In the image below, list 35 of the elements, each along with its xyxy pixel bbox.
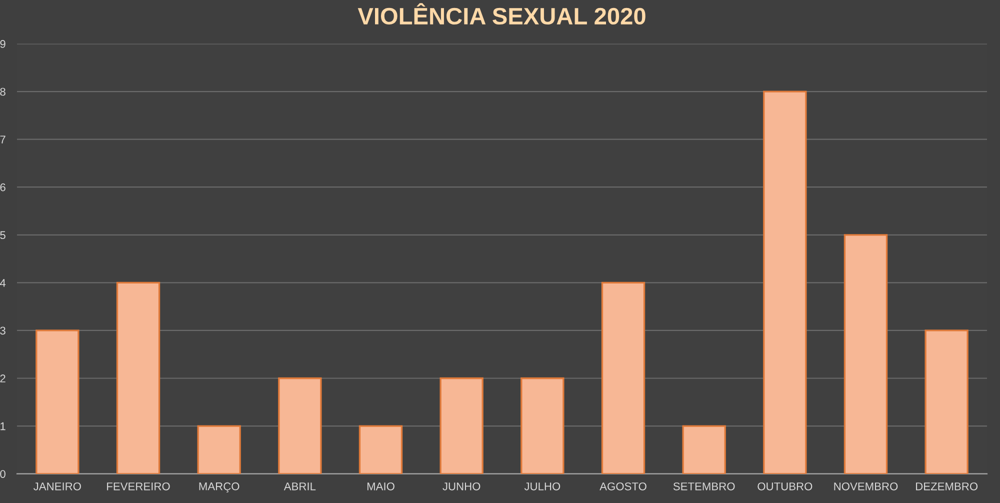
bar xyxy=(682,425,726,474)
bar xyxy=(440,377,484,474)
y-tick-label: 1 xyxy=(0,422,6,430)
bar xyxy=(116,282,160,474)
x-tick-label: SETEMBRO xyxy=(673,482,735,490)
x-tick-label: JANEIRO xyxy=(34,482,81,490)
y-tick-label: 2 xyxy=(0,374,6,382)
x-tick-label: NOVEMBRO xyxy=(834,482,898,490)
x-tick-label: MARÇO xyxy=(199,482,240,493)
y-tick-label: 0 xyxy=(0,470,6,478)
y-tick-label: 8 xyxy=(0,88,6,96)
y-tick-label: 9 xyxy=(0,40,6,48)
y-tick-label: 7 xyxy=(0,136,6,144)
bar xyxy=(520,377,564,474)
x-tick-label: DEZEMBRO xyxy=(916,482,978,490)
bar xyxy=(601,282,646,474)
y-tick-label: 3 xyxy=(0,326,6,335)
y-tick-label: 4 xyxy=(0,279,6,287)
x-tick-label: JULHO xyxy=(524,482,560,490)
bar xyxy=(763,90,807,474)
bar xyxy=(197,425,241,474)
bar xyxy=(36,330,80,474)
bar xyxy=(278,377,322,474)
x-tick-label: MAIO xyxy=(367,482,394,490)
x-tick-label: OUTUBRO xyxy=(758,482,812,490)
x-tick-label: FEVEREIRO xyxy=(107,482,170,490)
x-tick-label: ABRIL xyxy=(284,482,316,490)
chart-title: VIOLÊNCIA SEXUAL 2020 xyxy=(358,3,646,25)
bar xyxy=(358,425,403,474)
x-tick-label: AGOSTO xyxy=(600,482,646,490)
x-tick-label: JUNHO xyxy=(442,482,480,490)
y-tick-label: 5 xyxy=(0,231,6,240)
y-tick-label: 6 xyxy=(0,183,6,192)
bar xyxy=(924,330,968,474)
bar xyxy=(844,234,888,474)
